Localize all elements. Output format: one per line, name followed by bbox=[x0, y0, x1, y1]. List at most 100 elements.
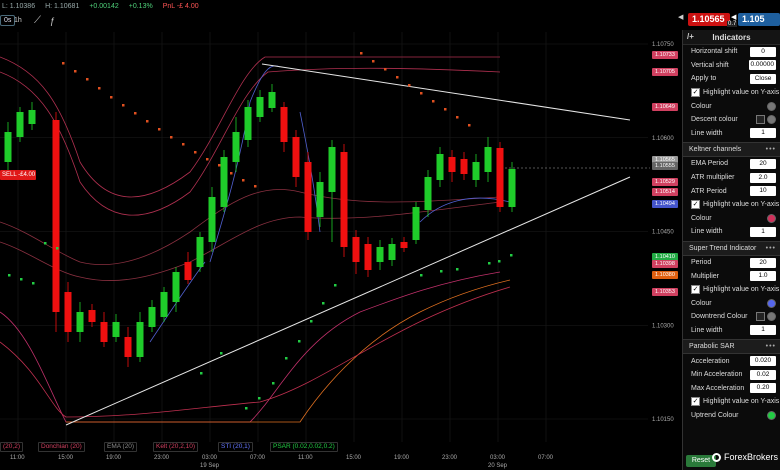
sell-left-arrow-icon[interactable]: ◀ bbox=[678, 14, 684, 21]
candle-body bbox=[352, 237, 360, 262]
reset-button[interactable]: Reset bbox=[686, 455, 716, 467]
downtrend-colour-square[interactable] bbox=[756, 312, 765, 322]
candle-body bbox=[88, 310, 96, 322]
indicator-line bbox=[0, 271, 501, 423]
line-width-row-1: Line width 1 bbox=[683, 127, 780, 141]
min-acceleration-input[interactable]: 0.02 bbox=[750, 369, 776, 380]
line-width-label-3: Line width bbox=[691, 326, 723, 334]
psar-dot-down bbox=[396, 76, 399, 79]
multiplier-input[interactable]: 1.0 bbox=[750, 271, 776, 282]
psar-dot-up bbox=[20, 278, 23, 281]
timeframe-prev[interactable]: 0s bbox=[0, 15, 16, 26]
psar-dot-down bbox=[432, 100, 435, 103]
colour-row-2: Colour bbox=[683, 212, 780, 226]
max-acceleration-input[interactable]: 0.20 bbox=[750, 383, 776, 394]
horizontal-shift-input[interactable]: 0 bbox=[750, 46, 776, 57]
min-acceleration-row: Min Acceleration 0.02 bbox=[683, 368, 780, 382]
candle-body bbox=[460, 159, 468, 174]
highlight-checkbox-2[interactable]: ✓ bbox=[691, 200, 700, 210]
timeframe-active[interactable]: 1h bbox=[14, 14, 22, 27]
supertrend-menu-icon[interactable]: ••• bbox=[765, 244, 776, 252]
add-indicator-icon[interactable]: /+ bbox=[687, 32, 694, 41]
candle-body bbox=[340, 152, 348, 247]
x-tick-label: 23:00 bbox=[442, 455, 458, 461]
highlight-row-3: ✓ Highlight value on Y-axis bbox=[683, 283, 780, 297]
spread-value: 0.7 bbox=[727, 21, 738, 27]
x-tick-date: 20 Sep bbox=[488, 463, 508, 469]
brand-label: ForexBrokers bbox=[724, 452, 779, 462]
period-input[interactable]: 20 bbox=[750, 257, 776, 268]
line-width-input-2[interactable]: 1 bbox=[750, 226, 776, 237]
ema-period-input[interactable]: 20 bbox=[750, 158, 776, 169]
low-value: L: 1.10386 bbox=[2, 2, 36, 10]
colour-swatch-2[interactable] bbox=[767, 213, 776, 223]
line-width-input-1[interactable]: 1 bbox=[750, 128, 776, 139]
psar-dot-up bbox=[8, 274, 11, 277]
sell-position-marker[interactable]: SELL -£4.00 bbox=[0, 170, 36, 180]
x-tick-label: 11:00 bbox=[10, 455, 25, 461]
legend-chip[interactable]: (20,2) bbox=[0, 442, 23, 452]
legend-chip[interactable]: STI (20,1) bbox=[218, 442, 253, 452]
psar-dot-down bbox=[146, 120, 149, 123]
psar-menu-icon[interactable]: ••• bbox=[765, 343, 776, 351]
keltner-menu-icon[interactable]: ••• bbox=[765, 146, 776, 154]
candle-body bbox=[220, 157, 228, 207]
candle-body bbox=[208, 197, 216, 242]
colour-row-1: Colour bbox=[683, 99, 780, 113]
legend-chip[interactable]: Kelt (20,2,10) bbox=[153, 442, 199, 452]
psar-title: Parabolic SAR bbox=[689, 343, 735, 351]
timeframe-selector[interactable]: 0s bbox=[0, 14, 16, 27]
highlight-checkbox-3[interactable]: ✓ bbox=[691, 285, 700, 295]
apply-to-select[interactable]: Close bbox=[750, 73, 776, 84]
buy-left-arrow-icon[interactable]: ◀ bbox=[731, 14, 737, 21]
psar-dot-up bbox=[200, 372, 203, 375]
psar-dot-down bbox=[218, 164, 221, 167]
highlight-checkbox-1[interactable]: ✓ bbox=[691, 88, 700, 98]
colour-swatch-1[interactable] bbox=[767, 101, 776, 111]
descent-colour-swatch[interactable] bbox=[767, 115, 776, 125]
acceleration-input[interactable]: 0.020 bbox=[750, 356, 776, 367]
x-tick-label: 03:00 bbox=[202, 455, 218, 461]
candle-body bbox=[112, 322, 120, 337]
apply-to-row: Apply to Close bbox=[683, 72, 780, 86]
high-value: H: 1.10681 bbox=[45, 2, 80, 10]
draw-tool-icon[interactable]: ⟋ bbox=[34, 15, 41, 26]
vertical-shift-input[interactable]: 0.00000 bbox=[748, 60, 776, 71]
multiplier-label: Multiplier bbox=[691, 272, 720, 280]
keltner-section[interactable]: Keltner channels ••• bbox=[683, 142, 780, 158]
supertrend-section[interactable]: Super Trend Indicator ••• bbox=[683, 240, 780, 256]
descent-colour-label: Descent colour bbox=[691, 116, 738, 124]
sell-button[interactable]: 1.10565 bbox=[688, 13, 730, 26]
legend-chip[interactable]: PSAR (0.02,0.02,0.2) bbox=[270, 442, 338, 452]
highlight-row-1: ✓ Highlight value on Y-axis bbox=[683, 86, 780, 100]
colour-swatch-3[interactable] bbox=[767, 298, 776, 308]
psar-dot-up bbox=[298, 340, 301, 343]
psar-section[interactable]: Parabolic SAR ••• bbox=[683, 339, 780, 355]
atr-multiplier-input[interactable]: 2.0 bbox=[750, 172, 776, 183]
timeframe-label[interactable]: 1h bbox=[14, 17, 22, 24]
y-tick-label: 1.10600 bbox=[652, 136, 674, 142]
x-tick-label: 23:00 bbox=[154, 455, 170, 461]
psar-dot-down bbox=[74, 70, 77, 73]
descent-colour-square[interactable] bbox=[756, 115, 765, 125]
y-tick-label: 1.10450 bbox=[652, 230, 674, 236]
max-acceleration-row: Max Acceleration 0.20 bbox=[683, 381, 780, 395]
atr-period-input[interactable]: 10 bbox=[750, 186, 776, 197]
candle-body bbox=[388, 244, 396, 260]
candle-body bbox=[148, 307, 156, 327]
downtrend-colour-swatch[interactable] bbox=[767, 312, 776, 322]
indicator-tool-icon[interactable]: ƒ bbox=[50, 15, 56, 26]
candle-body bbox=[244, 107, 252, 140]
price-chart[interactable]: 1.10750 1.10600 1.10450 1.10300 1.10150 11:0… bbox=[0, 12, 682, 470]
candles bbox=[4, 84, 516, 367]
uptrend-line bbox=[65, 176, 631, 426]
uptrend-colour-swatch[interactable] bbox=[767, 410, 776, 420]
legend-chip[interactable]: Donchian (20) bbox=[38, 442, 85, 452]
indicators-panel: /+ Indicators Horizontal shift 0 Vertica… bbox=[682, 30, 780, 470]
acceleration-label: Acceleration bbox=[691, 357, 730, 365]
indicator-line bbox=[0, 201, 501, 281]
line-width-input-3[interactable]: 1 bbox=[750, 325, 776, 336]
legend-chip[interactable]: EMA (20) bbox=[104, 442, 138, 452]
buy-button[interactable]: 1.105 bbox=[738, 13, 780, 26]
highlight-checkbox-4[interactable]: ✓ bbox=[691, 397, 700, 407]
